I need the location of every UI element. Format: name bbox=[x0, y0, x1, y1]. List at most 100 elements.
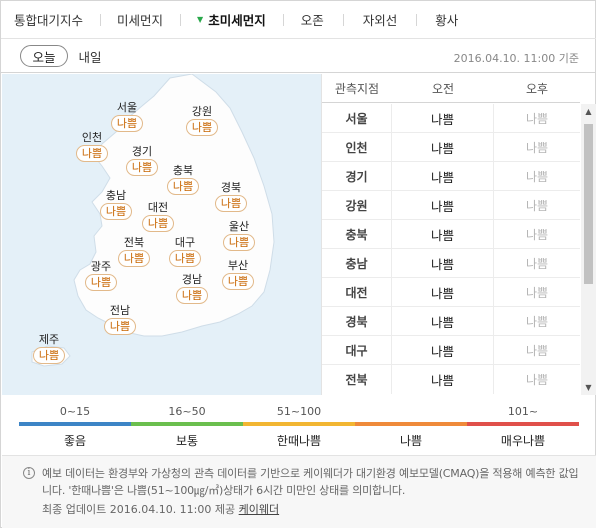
table-header: 관측지점 오전 오후 bbox=[322, 74, 580, 103]
am-cell: 나쁨 bbox=[392, 365, 494, 394]
region-jeonnam[interactable]: 전남 나쁨 bbox=[98, 304, 142, 335]
tab-label: 황사 bbox=[435, 13, 459, 28]
region-incheon[interactable]: 인천 나쁨 bbox=[70, 131, 114, 162]
status-badge: 나쁨 bbox=[32, 347, 66, 364]
legend-label: 매우나쁨 bbox=[500, 434, 546, 448]
region-seoul[interactable]: 서울 나쁨 bbox=[105, 101, 149, 132]
station-cell: 경북 bbox=[322, 307, 392, 335]
note-text: 예보 데이터는 환경부와 가상청의 관측 데이터를 기반으로 케이웨더가 대기환… bbox=[42, 467, 579, 497]
tab-label: 자외선 bbox=[362, 13, 398, 28]
am-cell: 나쁨 bbox=[392, 133, 494, 161]
region-gwangju[interactable]: 광주 나쁨 bbox=[79, 260, 123, 291]
region-name: 강원 bbox=[191, 105, 213, 118]
region-name: 대구 bbox=[174, 236, 196, 249]
status-badge: 나쁨 bbox=[99, 203, 133, 220]
station-cell: 전북 bbox=[322, 365, 392, 394]
am-cell: 나쁨 bbox=[392, 307, 494, 335]
legend-label: 좋음 bbox=[63, 434, 87, 448]
tab-divider bbox=[416, 13, 418, 26]
status-badge: 나쁨 bbox=[166, 178, 200, 195]
tab-ultrafine-dust[interactable]: ▼ 초미세먼지 bbox=[197, 1, 266, 39]
region-name: 전북 bbox=[123, 236, 145, 249]
status-badge: 나쁨 bbox=[75, 145, 109, 162]
pm-cell: 나쁨 bbox=[525, 227, 549, 242]
table-row: 강원 나쁨 나쁨 bbox=[322, 191, 580, 220]
tab-integrated-index[interactable]: 통합대기지수 bbox=[14, 1, 83, 39]
legend-bar-good bbox=[19, 422, 131, 426]
pm-cell: 나쁨 bbox=[525, 256, 549, 271]
legend-bar-normal bbox=[131, 422, 243, 426]
region-name: 경기 bbox=[131, 145, 153, 158]
provider-link[interactable]: 케이웨더 bbox=[238, 503, 280, 516]
region-name: 전남 bbox=[109, 304, 131, 317]
status-badge: 나쁨 bbox=[222, 234, 256, 251]
region-name: 대전 bbox=[147, 201, 169, 214]
scroll-thumb[interactable] bbox=[584, 124, 593, 284]
region-gyeongbuk[interactable]: 경북 나쁨 bbox=[209, 181, 253, 212]
station-cell: 강원 bbox=[322, 191, 392, 219]
tab-label: 통합대기지수 bbox=[14, 13, 84, 28]
table-row: 경기 나쁨 나쁨 bbox=[322, 162, 580, 191]
region-gangwon[interactable]: 강원 나쁨 bbox=[180, 105, 224, 136]
tab-ozone[interactable]: 오존 bbox=[301, 1, 324, 39]
region-gyeongnam[interactable]: 경남 나쁨 bbox=[170, 273, 214, 304]
region-name: 울산 bbox=[228, 220, 250, 233]
region-busan[interactable]: 부산 나쁨 bbox=[216, 259, 260, 290]
region-daejeon[interactable]: 대전 나쁨 bbox=[136, 201, 180, 232]
region-ulsan[interactable]: 울산 나쁨 bbox=[217, 220, 261, 251]
region-chungbuk[interactable]: 충북 나쁨 bbox=[161, 164, 205, 195]
status-badge: 나쁨 bbox=[185, 119, 219, 136]
tomorrow-button[interactable]: 내일 bbox=[78, 49, 102, 65]
legend-bar-very-bad bbox=[467, 422, 579, 426]
region-name: 경북 bbox=[220, 181, 242, 194]
region-daegu[interactable]: 대구 나쁨 bbox=[163, 236, 207, 267]
column-header: 오후 bbox=[525, 81, 549, 96]
region-jeju[interactable]: 제주 나쁨 bbox=[27, 333, 71, 364]
station-cell: 대구 bbox=[322, 336, 392, 364]
pm-cell: 나쁨 bbox=[525, 343, 549, 358]
pm-cell: 나쁨 bbox=[525, 198, 549, 213]
today-button[interactable]: 오늘 bbox=[20, 45, 68, 67]
day-selector-row: 오늘 내일 2016.04.10. 11:00 기준 bbox=[1, 40, 596, 73]
info-notes: i 예보 데이터는 환경부와 가상청의 관측 데이터를 기반으로 케이웨더가 대… bbox=[2, 455, 596, 528]
region-name: 충남 bbox=[105, 189, 127, 202]
scroll-down-arrow-icon[interactable]: ▼ bbox=[585, 383, 592, 392]
table-row: 전북 나쁨 나쁨 bbox=[322, 365, 580, 394]
table-row: 인천 나쁨 나쁨 bbox=[322, 133, 580, 162]
am-cell: 나쁨 bbox=[392, 220, 494, 248]
pm-cell: 나쁨 bbox=[525, 314, 549, 329]
tab-yellow-dust[interactable]: 황사 bbox=[435, 1, 458, 39]
table-row: 대전 나쁨 나쁨 bbox=[322, 278, 580, 307]
pm-cell: 나쁨 bbox=[525, 111, 549, 126]
footer-text: 최종 업데이트 2016.04.10. 11:00 제공 bbox=[42, 503, 236, 516]
level-legend: 0~15 16~50 51~100 101~ 좋음 보통 한때나쁨 나쁨 매우나… bbox=[19, 397, 579, 451]
legend-bar-sometimes-bad bbox=[243, 422, 355, 426]
table-scrollbar[interactable]: ▲ ▼ bbox=[581, 104, 596, 395]
tab-uv[interactable]: 자외선 bbox=[363, 1, 398, 39]
tab-fine-dust[interactable]: 미세먼지 bbox=[117, 1, 163, 39]
column-header: 관측지점 bbox=[334, 81, 380, 96]
region-name: 서울 bbox=[116, 101, 138, 114]
table-row: 충남 나쁨 나쁨 bbox=[322, 249, 580, 278]
station-cell: 인천 bbox=[322, 133, 392, 161]
legend-range: 101~ bbox=[507, 405, 539, 418]
status-badge: 나쁨 bbox=[110, 115, 144, 132]
status-badge: 나쁨 bbox=[117, 250, 151, 267]
scroll-up-arrow-icon[interactable]: ▲ bbox=[585, 107, 592, 116]
region-jeonbuk[interactable]: 전북 나쁨 bbox=[112, 236, 156, 267]
legend-range: 51~100 bbox=[276, 405, 322, 418]
region-gyeonggi[interactable]: 경기 나쁨 bbox=[120, 145, 164, 176]
legend-range: 16~50 bbox=[168, 405, 206, 418]
forecast-table[interactable]: 관측지점 오전 오후 서울 나쁨 나쁨 인천 나쁨 나쁨 경기 나쁨 나쁨 강원 나쁨 나쁨 충… bbox=[321, 74, 596, 395]
region-chungnam[interactable]: 충남 나쁨 bbox=[94, 189, 138, 220]
pm-cell: 나쁨 bbox=[525, 169, 549, 184]
legend-label: 나쁨 bbox=[399, 434, 423, 448]
station-cell: 충북 bbox=[322, 220, 392, 248]
station-cell: 서울 bbox=[322, 104, 392, 132]
am-cell: 나쁨 bbox=[392, 249, 494, 277]
table-row: 충북 나쁨 나쁨 bbox=[322, 220, 580, 249]
status-badge: 나쁨 bbox=[214, 195, 248, 212]
legend-bar-bad bbox=[355, 422, 467, 426]
am-cell: 나쁨 bbox=[392, 191, 494, 219]
